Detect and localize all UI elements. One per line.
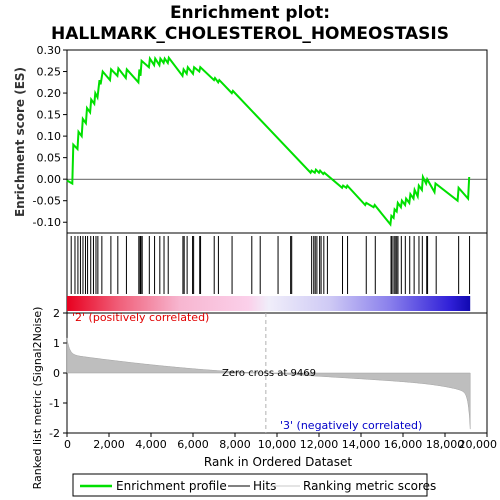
rank-y-tick-label: 0 (53, 367, 60, 380)
x-tick-label: 16,000 (384, 438, 423, 451)
chart-title-line2: HALLMARK_CHOLESTEROL_HOMEOSTASIS (51, 24, 449, 44)
rank-y-ticks: 2 1 0 -1 -2 (49, 307, 67, 440)
x-tick-label: 12,000 (300, 438, 339, 451)
chart-title-line1: Enrichment plot: (170, 3, 330, 23)
rank-y-tick-label: -1 (49, 397, 60, 410)
rank-color-bar (67, 296, 471, 311)
es-y-tick-label: 0.15 (37, 109, 62, 122)
es-y-label: Enrichment score (ES) (13, 67, 27, 217)
rank-y-tick-label: 2 (53, 307, 60, 320)
enrichment-profile-line (66, 55, 471, 227)
legend-box (72, 473, 428, 497)
legend-enrichment-label: Enrichment profile (116, 479, 227, 493)
hit-marks (70, 236, 471, 294)
x-tick-label: 20,000 (459, 438, 498, 451)
es-y-tick-label: 0.25 (37, 66, 62, 79)
x-tick-label: 4,000 (135, 438, 167, 451)
es-y-tick-label: 0.30 (37, 44, 62, 57)
es-y-tick-label: 0.05 (37, 152, 62, 165)
es-y-tick-label: 0.20 (37, 87, 62, 100)
es-y-tick-label: -0.05 (33, 195, 61, 208)
negative-correlation-label: '3' (negatively correlated) (280, 419, 422, 432)
rank-y-tick-label: 1 (53, 337, 60, 350)
x-tick-label: 18,000 (426, 438, 465, 451)
legend-hits-label: Hits (253, 479, 276, 493)
x-tick-label: 10,000 (258, 438, 297, 451)
legend-ranking-label: Ranking metric scores (303, 479, 436, 493)
es-y-tick-label: 0.00 (37, 173, 62, 186)
es-y-ticks: 0.30 0.25 0.20 0.15 0.10 0.05 0.00 -0.05 -0.10 (33, 44, 67, 229)
rank-y-label: Ranked list metric (Signal2Noise) (31, 307, 44, 490)
ranking-metric-area (66, 337, 471, 430)
es-y-tick-label: -0.10 (33, 216, 61, 229)
x-tick-label: 2,000 (93, 438, 125, 451)
es-y-tick-label: 0.10 (37, 130, 62, 143)
x-axis-label: Rank in Ordered Dataset (204, 455, 352, 469)
x-tick-label: 8,000 (219, 438, 251, 451)
positive-correlation-label: '2' (positively correlated) (72, 311, 209, 324)
rank-y-tick-label: -2 (49, 427, 60, 440)
x-tick-label: 6,000 (177, 438, 209, 451)
x-tick-label: 0 (64, 438, 71, 451)
es-panel-frame (66, 49, 488, 234)
x-ticks: 0 2,000 4,000 6,000 8,000 10,000 12,000 14,000 1… (64, 433, 497, 451)
x-tick-label: 14,000 (342, 438, 381, 451)
zero-cross-label: Zero cross at 9469 (222, 368, 316, 379)
